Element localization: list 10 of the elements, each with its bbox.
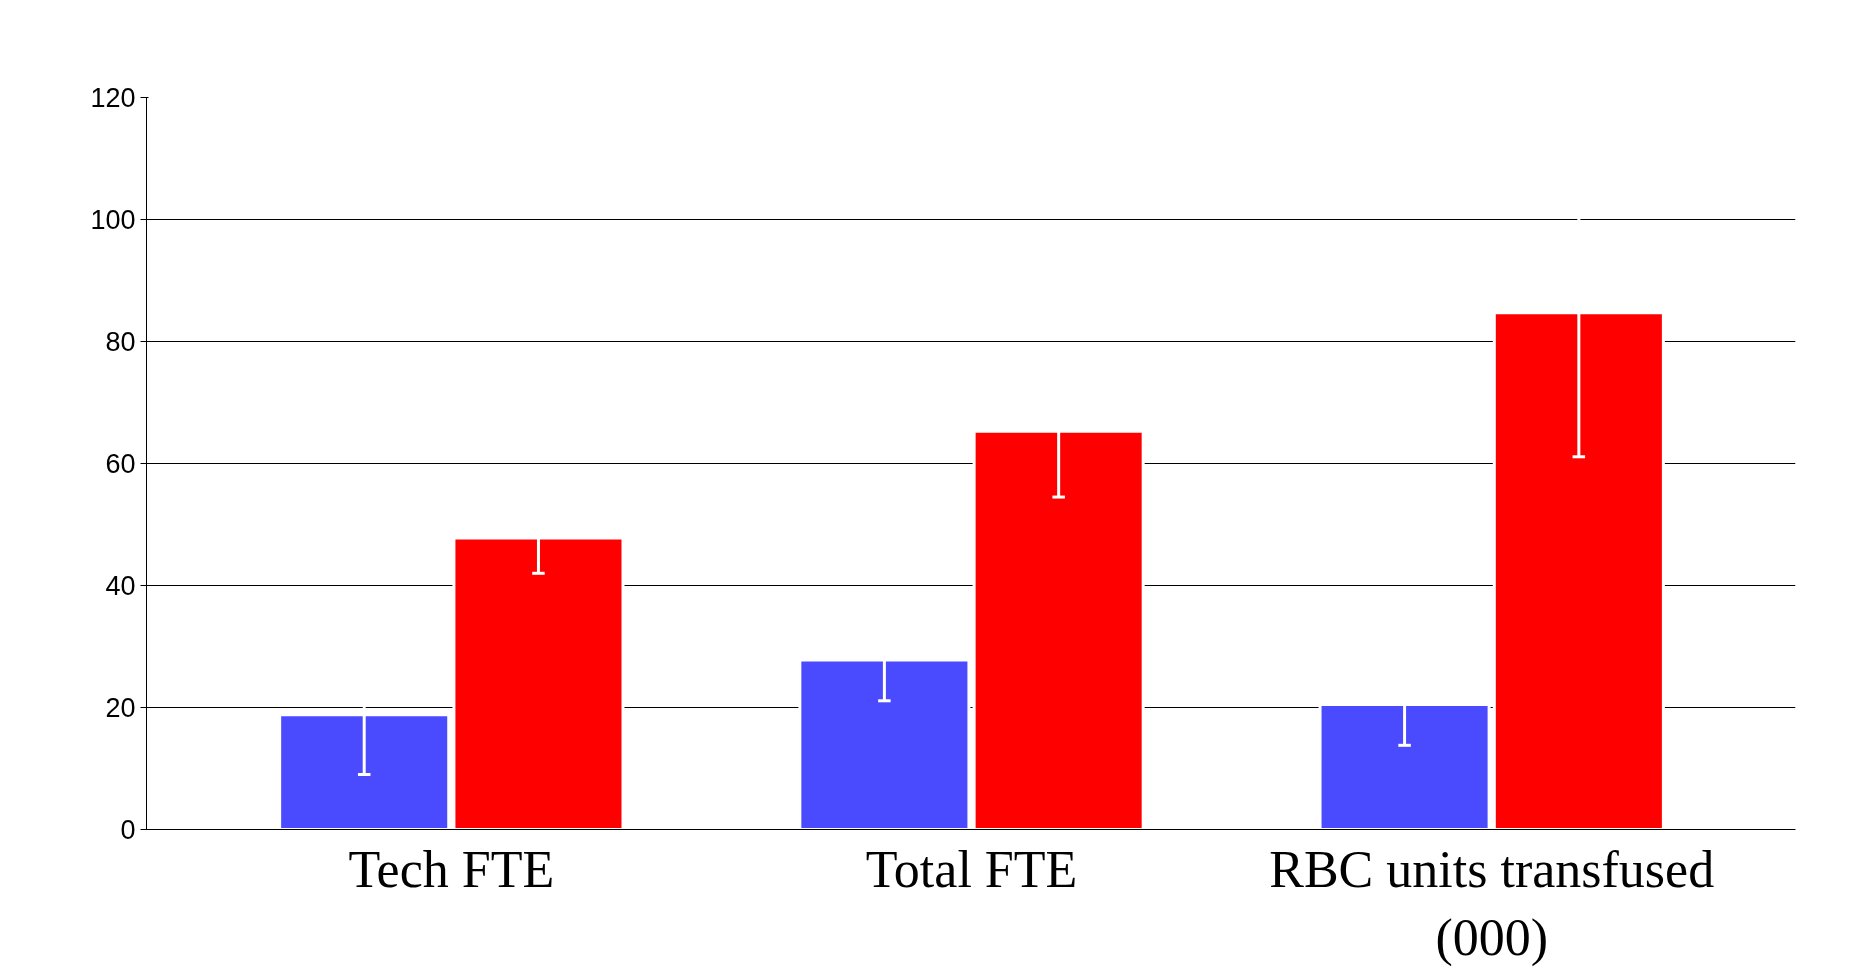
y-tick-label: 120 [90, 83, 136, 113]
y-tick-label: 80 [105, 327, 136, 357]
y-tick-label: 0 [120, 815, 136, 845]
y-tick-label: 60 [105, 449, 136, 479]
y-tick-label: 20 [105, 693, 136, 723]
x-tick-label: Total FTE [865, 840, 1078, 898]
y-tick-label: 100 [90, 205, 136, 235]
x-tick-label: Tech FTE [348, 840, 555, 898]
x-tick-label: RBC units transfused (000) [1269, 840, 1715, 967]
y-tick-label: 40 [105, 571, 136, 601]
